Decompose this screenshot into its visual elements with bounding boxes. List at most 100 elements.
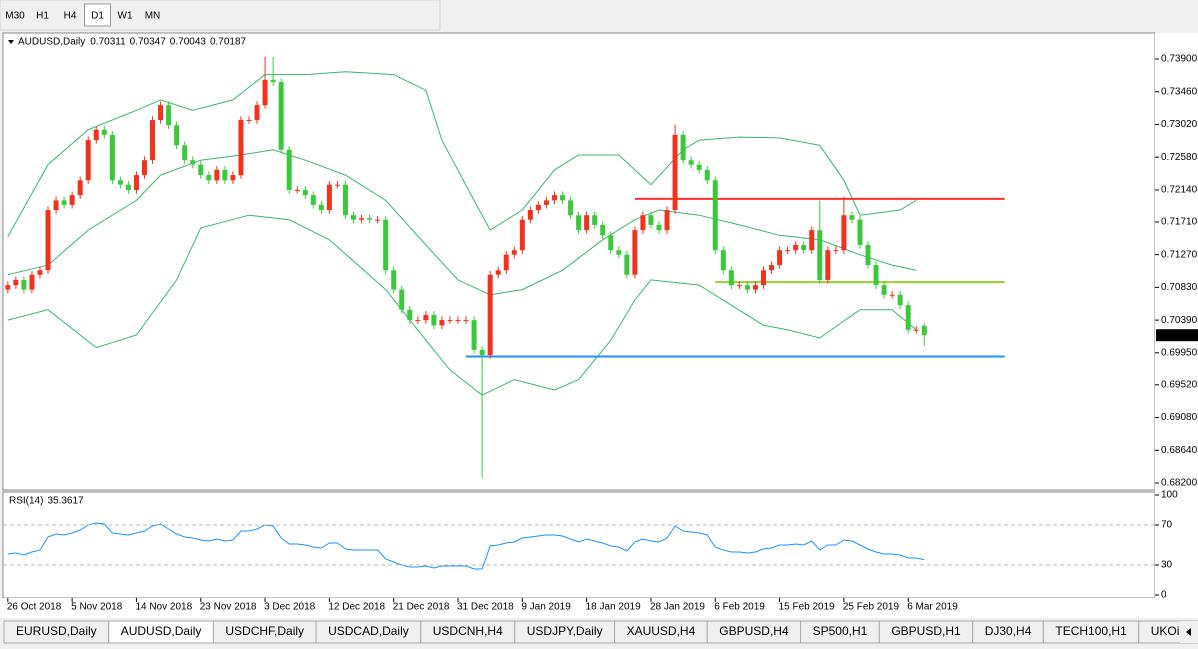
symbol-tab[interactable]: TECH100,H1: [1042, 620, 1140, 644]
candle-body: [37, 270, 43, 275]
y-tick-label: 0.71270: [1161, 249, 1198, 260]
ohlc-value: 0.70187: [210, 37, 247, 48]
tab-label[interactable]: USDCAD,Daily: [328, 624, 409, 638]
timeframe-label[interactable]: MN: [145, 11, 161, 22]
tab-label[interactable]: EURUSD,Daily: [16, 624, 97, 638]
tab-label[interactable]: AUDUSD,Daily: [121, 624, 202, 638]
candle-body: [423, 314, 429, 321]
candle-body: [93, 129, 99, 141]
y-tick-label: 0.68200: [1161, 478, 1198, 489]
candle-body: [262, 79, 268, 106]
candle-body: [841, 215, 847, 251]
timeframe-label[interactable]: D1: [91, 11, 104, 22]
timeframe-button[interactable]: [29, 4, 56, 26]
symbol-tab[interactable]: EURUSD,Daily: [3, 620, 110, 644]
candle-body: [769, 265, 775, 271]
candle-body: [246, 120, 252, 122]
symbol-tab[interactable]: USDCHF,Daily: [212, 620, 317, 644]
tab-label[interactable]: USDJPY,Daily: [527, 624, 603, 638]
candle-body: [351, 215, 357, 220]
tab-scroll-arrow[interactable]: [1186, 628, 1191, 636]
timeframe-label[interactable]: H1: [36, 11, 49, 22]
candle-body: [463, 320, 469, 322]
symbol-tab[interactable]: GBPUSD,H4: [706, 620, 802, 644]
timeframe-button[interactable]: [84, 3, 111, 27]
tab-label[interactable]: UKOil,: [1151, 624, 1186, 638]
candle-body: [503, 254, 509, 271]
candle-body: [785, 250, 791, 252]
x-tick-label: 25 Feb 2019: [843, 602, 900, 613]
y-tick-label: 0.69080: [1161, 412, 1198, 423]
symbol-tab[interactable]: USDCAD,Daily: [315, 620, 422, 644]
candle-body: [359, 218, 365, 220]
candle-body: [318, 204, 324, 211]
timeframe-label[interactable]: H4: [64, 11, 77, 22]
tab-label[interactable]: XAUUSD,H4: [627, 624, 696, 638]
tab-label[interactable]: DJ30,H4: [985, 624, 1032, 638]
rsi-y-tick-label: 100: [1161, 490, 1178, 501]
x-tick-label: 12 Dec 2018: [328, 602, 385, 613]
timeframe-label[interactable]: M30: [5, 11, 25, 22]
candle-body: [150, 120, 156, 161]
tab-label[interactable]: SP500,H1: [813, 624, 868, 638]
y-tick-label: 0.73900: [1161, 54, 1198, 65]
symbol-tab[interactable]: GBPUSD,H1: [878, 620, 974, 644]
symbol-tab[interactable]: SP500,H1: [800, 620, 880, 644]
symbol-tab[interactable]: AUDUSD,Daily: [108, 620, 214, 644]
tab-label[interactable]: USDCNH,H4: [433, 624, 503, 638]
tab-label[interactable]: TECH100,H1: [1055, 624, 1127, 638]
candle-body: [672, 134, 678, 211]
candle-body: [897, 294, 903, 306]
candle-body: [310, 195, 316, 205]
timeframe-button[interactable]: [57, 4, 83, 26]
collapse-icon[interactable]: [8, 40, 14, 44]
tab-label[interactable]: GBPUSD,H4: [719, 624, 789, 638]
candle-body: [857, 219, 863, 245]
candle-body: [833, 250, 839, 252]
candle-body: [109, 134, 115, 181]
symbol-tab[interactable]: USDCNH,H4: [420, 620, 516, 644]
candle-body: [648, 215, 654, 225]
rsi-y-tick-label: 70: [1161, 520, 1173, 531]
candle-body: [222, 169, 228, 181]
candle-body: [656, 224, 662, 231]
candle-body: [889, 294, 895, 296]
candle-body: [688, 160, 694, 165]
rsi-panel: [2, 491, 1156, 599]
candle-body: [342, 184, 348, 216]
candle-body: [45, 210, 51, 271]
tab-label[interactable]: GBPUSD,H1: [891, 624, 961, 638]
x-tick-label: 23 Nov 2018: [200, 602, 257, 613]
candle-body: [600, 224, 606, 236]
candle-body: [85, 140, 91, 181]
symbol-tab[interactable]: XAUUSD,H4: [614, 620, 708, 644]
y-tick-label: 0.72140: [1161, 185, 1198, 196]
candle-body: [13, 279, 19, 286]
candle-body: [712, 180, 718, 251]
timeframe-button[interactable]: [2, 4, 28, 26]
x-tick-label: 3 Dec 2018: [264, 602, 316, 613]
symbol-tab[interactable]: DJ30,H4: [972, 620, 1044, 644]
x-tick-label: 31 Dec 2018: [457, 602, 514, 613]
x-tick-label: 28 Jan 2019: [650, 602, 705, 613]
candle-body: [680, 134, 686, 161]
candle-body: [495, 270, 501, 275]
tab-label[interactable]: USDCHF,Daily: [225, 624, 304, 638]
symbol-tab[interactable]: USDJPY,Daily: [514, 620, 616, 644]
candle-body: [77, 180, 83, 196]
candle-body: [471, 320, 477, 350]
y-tick-label: 0.71710: [1161, 217, 1198, 228]
timeframe-label[interactable]: W1: [118, 11, 133, 22]
ohlc-value: 0.70347: [130, 37, 167, 48]
y-tick-label: 0.69520: [1161, 379, 1198, 390]
timeframe-button[interactable]: [112, 4, 138, 26]
x-tick-label: 5 Nov 2018: [71, 602, 123, 613]
y-tick-label: 0.70830: [1161, 282, 1198, 293]
candle-body: [286, 149, 292, 190]
candle-body: [793, 244, 799, 251]
candle-body: [551, 195, 557, 201]
candle-body: [865, 244, 871, 266]
ohlc-value: 0.70043: [170, 37, 207, 48]
timeframe-button[interactable]: [139, 4, 166, 26]
candle-body: [447, 320, 453, 322]
